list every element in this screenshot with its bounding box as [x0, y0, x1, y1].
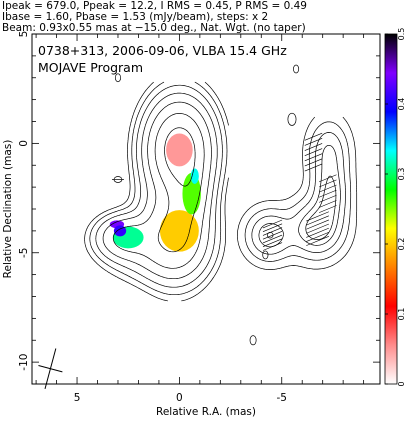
noise-contour — [287, 112, 297, 126]
polarization-hatch — [318, 174, 337, 213]
colorbar-ticks: 0 0.1 0.2 0.3 0.4 0.5 — [385, 28, 406, 387]
colorbar-scale — [384, 33, 398, 385]
contour-level — [112, 101, 212, 269]
colorbar-tick-label: 0 — [397, 381, 406, 386]
header-line2: Ibase = 1.60, Pbase = 1.53 (mJy/beam), s… — [2, 11, 268, 23]
noise-contour — [114, 73, 121, 83]
polarization-patch — [159, 210, 199, 252]
y-tick-label: 0 — [18, 140, 30, 147]
axis-ticks: 5 0 -5 5 0 -5 -10 — [18, 31, 380, 404]
colorbar-tick-label: 0.3 — [397, 168, 406, 181]
noise-contour — [293, 64, 300, 74]
polarization-patch — [182, 172, 201, 215]
polarization-hatch — [262, 219, 283, 251]
contour-level — [84, 81, 229, 302]
header: Ipeak = 679.0, Ppeak = 12.2, I RMS = 0.4… — [2, 0, 307, 34]
polarization-hatch — [304, 132, 323, 172]
header-line3: Beam: 0.93x0.55 mas at −15.0 deg., Nat. … — [2, 22, 306, 34]
contour-level — [154, 113, 205, 253]
colorbar-tick-label: 0.4 — [397, 98, 406, 111]
x-axis-label: Relative R.A. (mas) — [156, 406, 256, 418]
colorbar: 0 0.1 0.2 0.3 0.4 0.5 — [384, 28, 406, 387]
y-tick-label: -10 — [18, 354, 30, 371]
plot-area: 5 0 -5 5 0 -5 -10 0738+313, 2006-09-06, VLBA 1… — [18, 31, 381, 404]
colorbar-tick-label: 0.2 — [397, 238, 406, 251]
beam-ellipse — [38, 348, 63, 390]
polarization-patch — [113, 225, 127, 237]
contour-level — [89, 81, 228, 296]
beam-minor-axis — [38, 364, 63, 373]
contour-level — [251, 132, 346, 255]
y-axis-label: Relative Declination (mas) — [2, 140, 14, 279]
fractional-polarization-map — [109, 133, 201, 252]
total-intensity-contours — [84, 81, 229, 302]
chart-subtitle: MOJAVE Program — [38, 60, 143, 75]
colorbar-tick-label: 0.5 — [397, 28, 406, 41]
polarization-hatch — [306, 211, 329, 246]
x-tick-label: -5 — [276, 392, 286, 404]
colorbar-tick-label: 0.1 — [397, 308, 406, 321]
contour-level — [244, 121, 352, 262]
chart-title: 0738+313, 2006-09-06, VLBA 15.4 GHz — [38, 43, 287, 58]
x-tick-label: 5 — [74, 392, 81, 404]
y-tick-label: 5 — [18, 31, 30, 38]
polarized-intensity-contours — [237, 116, 358, 270]
contour-level — [102, 92, 218, 280]
contour-level — [237, 116, 358, 270]
noise-contours — [111, 64, 300, 346]
contour-level — [95, 84, 223, 288]
contour-level — [258, 144, 341, 248]
header-line1: Ipeak = 679.0, Ppeak = 12.2, I RMS = 0.4… — [2, 0, 307, 12]
noise-contour — [262, 250, 269, 260]
contour-level — [164, 127, 196, 187]
noise-contour — [249, 335, 257, 346]
y-tick-label: -5 — [18, 248, 30, 258]
polarization-patch — [166, 133, 193, 167]
contour-layer — [84, 81, 358, 302]
x-tick-label: 0 — [176, 392, 183, 404]
